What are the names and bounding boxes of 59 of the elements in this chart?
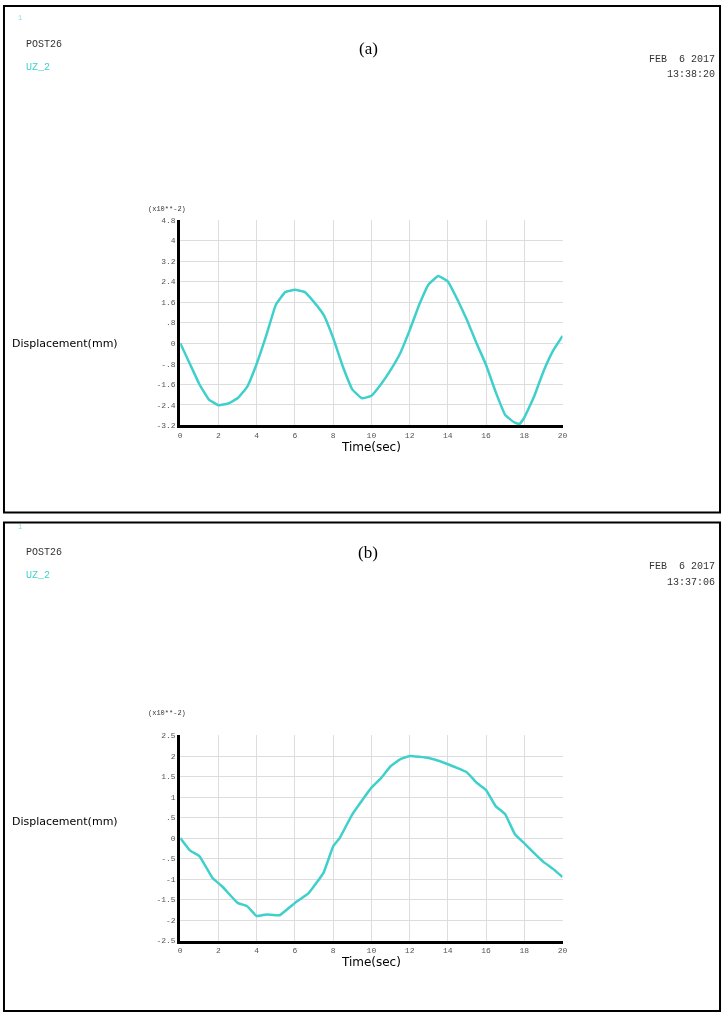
y-tick-label: 0 bbox=[170, 338, 176, 348]
text: POST26 bbox=[26, 39, 63, 50]
text: FEB 6 2017 bbox=[649, 54, 716, 65]
y-tick-label: -.5 bbox=[161, 854, 176, 864]
text: 13:37:06 bbox=[667, 577, 716, 588]
x-axis-title: Time(sec) bbox=[340, 439, 401, 454]
x-tick-label: 18 bbox=[519, 946, 530, 956]
y-axis-title: Displacement(mm) bbox=[12, 337, 118, 350]
x-tick-label: 16 bbox=[481, 430, 492, 440]
y-tick-label: .5 bbox=[166, 813, 176, 823]
x-tick-label: 20 bbox=[557, 430, 568, 440]
y-tick-label: -2.4 bbox=[156, 400, 176, 410]
y-tick-label: 2.5 bbox=[161, 731, 176, 741]
y-tick-label: 3.2 bbox=[161, 256, 176, 266]
x-tick-label: 14 bbox=[443, 430, 453, 440]
x-tick-label: 14 bbox=[443, 946, 453, 956]
y-tick-label: -2.5 bbox=[156, 936, 176, 946]
x-tick-label: 2 bbox=[216, 430, 222, 440]
x-tick-label: 6 bbox=[292, 430, 298, 440]
x-tick-label: 4 bbox=[254, 946, 260, 956]
x-tick-label: 0 bbox=[177, 430, 183, 440]
x-axis-title: Time(sec) bbox=[340, 955, 401, 970]
x-tick-label: 20 bbox=[557, 946, 568, 956]
chart-title: (a) bbox=[359, 39, 378, 58]
x-tick-label: 4 bbox=[254, 430, 260, 440]
x-tick-label: 16 bbox=[481, 946, 492, 956]
y-tick-label: 1.5 bbox=[161, 772, 176, 782]
x-tick-label: 8 bbox=[330, 946, 336, 956]
text: POST26 bbox=[26, 547, 63, 558]
y-tick-label: .8 bbox=[166, 318, 176, 328]
line-series bbox=[180, 754, 563, 918]
chart-title: (b) bbox=[358, 543, 378, 562]
y-tick-label: -.8 bbox=[161, 359, 176, 369]
y-tick-label: -1.6 bbox=[156, 380, 176, 390]
y-tick-label: 2.4 bbox=[161, 277, 176, 287]
y-tick-label: 2 bbox=[170, 751, 176, 761]
x-tick-label: 6 bbox=[292, 946, 298, 956]
x-tick-label: 8 bbox=[330, 430, 336, 440]
x-tick-label: 12 bbox=[404, 946, 415, 956]
y-tick-label: -1 bbox=[166, 874, 176, 884]
y-tick-label: 0 bbox=[170, 833, 176, 843]
x-tick-label: 12 bbox=[404, 430, 415, 440]
x-tick-label: 10 bbox=[366, 430, 377, 440]
x-tick-label: 10 bbox=[366, 946, 377, 956]
x-tick-label: 0 bbox=[177, 946, 183, 956]
text: 13:38:20 bbox=[667, 69, 716, 80]
text: FEB 6 2017 bbox=[649, 561, 716, 572]
y-tick-label: 4 bbox=[170, 236, 176, 246]
x-tick-label: 18 bbox=[519, 430, 530, 440]
y-tick-label: -1.5 bbox=[156, 895, 176, 905]
y-axis-title: Displacement(mm) bbox=[12, 815, 118, 828]
y-tick-label: -2 bbox=[166, 915, 176, 925]
text: UZ_2 bbox=[26, 570, 51, 581]
y-tick-label: 1 bbox=[170, 792, 176, 802]
y-tick-label: -3.2 bbox=[156, 421, 176, 431]
y-tick-label: 1.6 bbox=[161, 297, 176, 307]
text: UZ_2 bbox=[26, 62, 51, 73]
x-tick-label: 2 bbox=[216, 946, 222, 956]
y-tick-label: 4.8 bbox=[161, 215, 176, 225]
